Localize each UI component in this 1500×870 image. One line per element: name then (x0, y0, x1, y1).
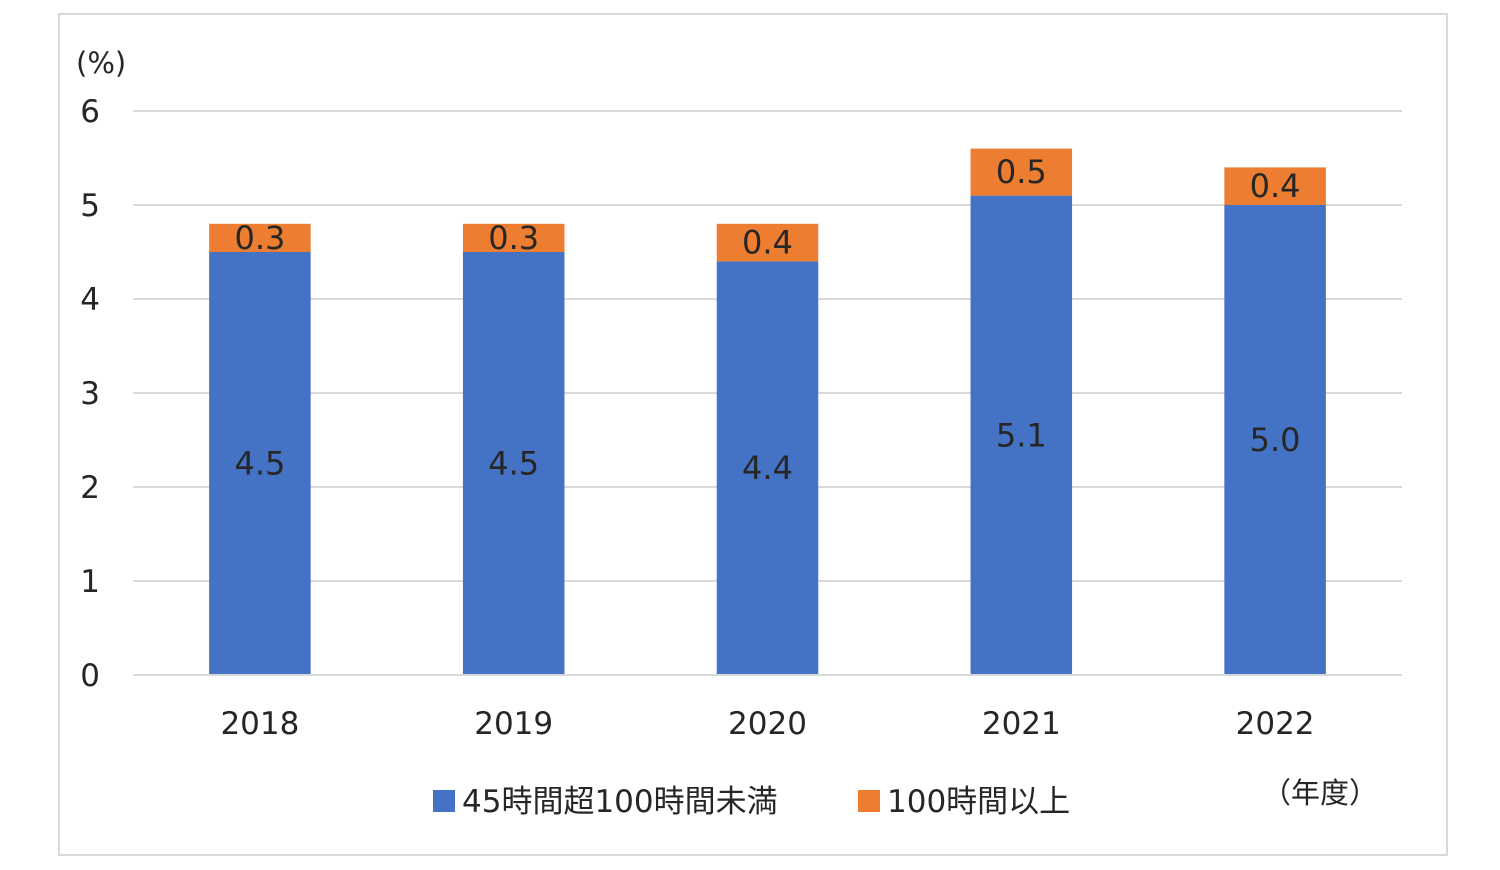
bar-segment-100plus (462, 223, 565, 252)
data-label: 0.4 (742, 224, 793, 262)
bar-segment-45to100 (462, 252, 565, 675)
legend-label-100plus: 100時間以上 (887, 784, 1070, 820)
x-tick-label: 2018 (220, 706, 299, 742)
x-tick-label: 2022 (1236, 706, 1315, 742)
data-label: 5.0 (1250, 421, 1301, 459)
data-label: 0.4 (1250, 167, 1301, 205)
data-label: 0.3 (234, 219, 285, 257)
x-unit-label: （年度） (1262, 776, 1378, 810)
bar-segment-100plus (970, 148, 1073, 196)
legend-label-45to100: 45時間超100時間未満 (462, 784, 778, 820)
bar-segment-45to100 (970, 195, 1073, 675)
legend: 45時間超100時間未満 100時間以上 (433, 784, 1070, 820)
data-label: 5.1 (996, 416, 1047, 454)
x-tick-label: 2020 (728, 706, 807, 742)
y-axis-ticks: 0 1 2 3 4 5 6 (80, 94, 100, 694)
y-tick-label: 4 (80, 282, 100, 318)
bar-segment-45to100 (1224, 205, 1326, 675)
data-label: 0.5 (996, 153, 1047, 191)
bar-segment-45to100 (209, 252, 311, 675)
y-tick-label: 2 (80, 470, 100, 506)
x-tick-label: 2021 (982, 706, 1061, 742)
y-tick-label: 1 (80, 564, 100, 600)
legend-swatch-100plus (858, 790, 880, 812)
bar-segment-100plus (1224, 167, 1326, 205)
y-unit-label: (%) (76, 46, 126, 80)
x-tick-label: 2019 (474, 706, 553, 742)
data-labels: 4.5 0.3 4.5 0.3 4.4 0.4 5.1 0.5 5.0 0.4 (234, 153, 1300, 487)
data-label: 4.5 (234, 445, 285, 483)
data-label: 4.4 (742, 449, 793, 487)
bar-segment-100plus (209, 223, 311, 252)
legend-swatch-45to100 (433, 790, 455, 812)
data-label: 0.3 (488, 219, 539, 257)
bar-segment-100plus (716, 223, 819, 262)
data-label: 4.5 (488, 445, 539, 483)
bar-segment-45to100 (716, 261, 819, 675)
y-tick-label: 3 (80, 376, 100, 412)
x-axis-ticks: 2018 2019 2020 2021 2022 (133, 674, 1402, 742)
bars (209, 148, 1326, 675)
y-tick-label: 0 (80, 658, 100, 694)
y-tick-label: 5 (80, 188, 100, 224)
y-tick-label: 6 (80, 94, 100, 130)
